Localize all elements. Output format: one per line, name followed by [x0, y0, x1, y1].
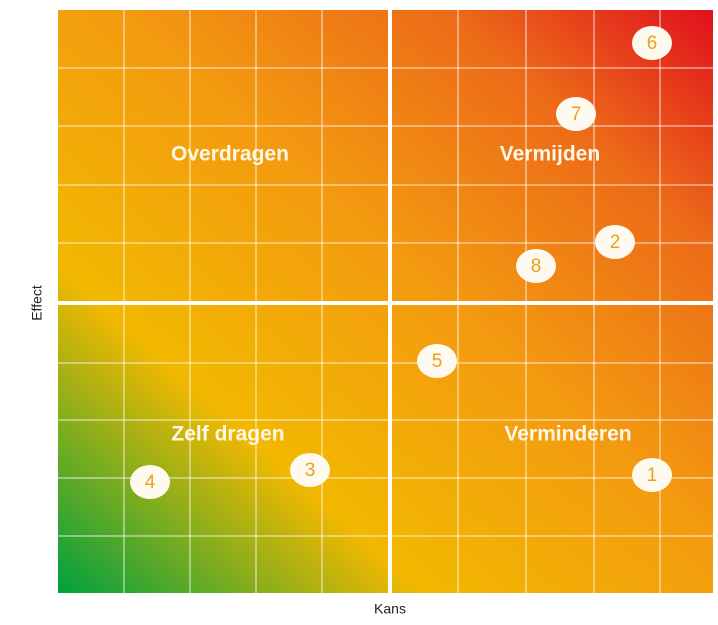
point-label: 5: [432, 351, 443, 372]
point-marker: [556, 97, 596, 131]
x-axis-label: Kans: [374, 601, 406, 617]
point-marker: [417, 344, 457, 378]
point-marker: [595, 225, 635, 259]
point-marker: [290, 453, 330, 487]
point-marker: [632, 26, 672, 60]
point-label: 6: [647, 33, 658, 54]
quadrant-label: Zelf dragen: [171, 423, 284, 446]
point-marker: [632, 458, 672, 492]
point-label: 3: [305, 460, 316, 481]
point-label: 7: [571, 104, 582, 125]
point-label: 1: [647, 465, 658, 486]
point-label: 4: [145, 472, 156, 493]
y-axis-label: Effect: [29, 285, 45, 321]
quadrant-label: Verminderen: [504, 423, 631, 446]
grid: [58, 10, 713, 593]
point-marker: [130, 465, 170, 499]
quadrant-label: Vermijden: [500, 143, 600, 166]
point-label: 2: [610, 232, 621, 253]
points: 1 2 3 4 5 6 7 8: [130, 26, 672, 499]
point-marker: [516, 249, 556, 283]
quadrant-label: Overdragen: [171, 143, 289, 166]
point-label: 8: [531, 256, 542, 277]
